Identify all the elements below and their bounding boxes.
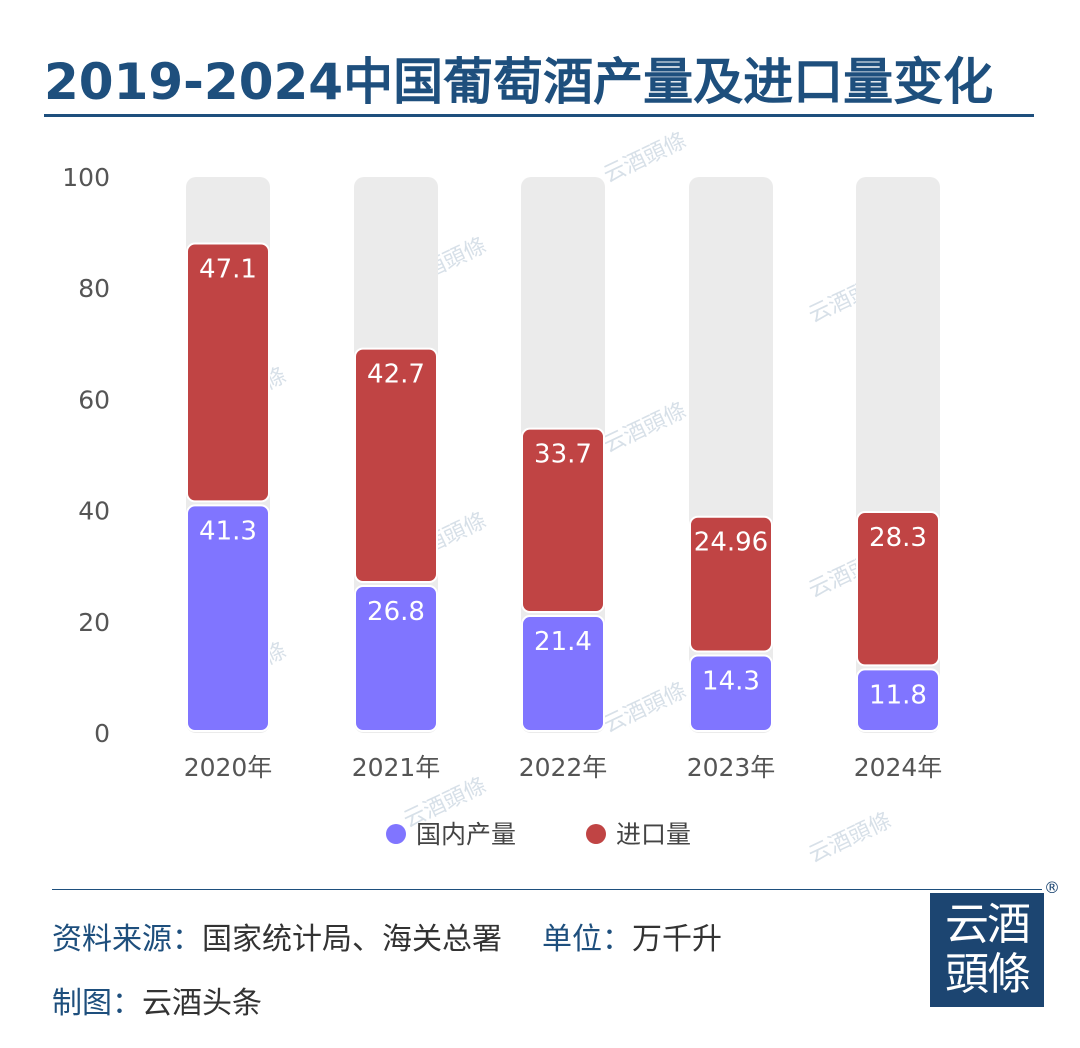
title-divider xyxy=(44,114,1034,117)
x-tick-label: 2024年 xyxy=(854,753,943,782)
stacked-bar-chart: 0 20 40 60 80 100 41.3 47.1 26.8 42.7 21.4 33.7 14.… xyxy=(62,163,943,849)
data-label: 33.7 xyxy=(534,440,592,470)
data-label: 14.3 xyxy=(702,666,760,696)
y-axis: 0 20 40 60 80 100 xyxy=(62,163,110,748)
page-title: 2019-2024中国葡萄酒产量及进口量变化 xyxy=(44,53,994,111)
x-tick-label: 2023年 xyxy=(687,753,776,782)
legend-marker-domestic xyxy=(386,824,406,844)
bar-domestic xyxy=(856,668,940,733)
data-label: 47.1 xyxy=(199,254,257,284)
bar-domestic xyxy=(521,615,605,732)
footer-divider xyxy=(52,889,1042,890)
maker-line: 制图：云酒头条 xyxy=(52,978,262,1022)
legend-marker-import xyxy=(586,824,606,844)
legend: 国内产量 进口量 xyxy=(386,820,691,849)
bar-domestic xyxy=(186,504,270,733)
data-label: 21.4 xyxy=(534,627,592,657)
unit-label: 单位： xyxy=(542,922,632,957)
bar-import xyxy=(521,427,605,614)
y-tick-label: 40 xyxy=(78,497,110,526)
y-tick-label: 20 xyxy=(78,608,110,637)
brand-logo: 云酒 頭條 xyxy=(930,893,1044,1007)
bar-import xyxy=(856,511,940,667)
bar-domestic xyxy=(689,654,773,733)
y-tick-label: 100 xyxy=(62,163,110,192)
y-tick-label: 60 xyxy=(78,385,110,414)
y-tick-label: 80 xyxy=(78,274,110,303)
legend-label: 进口量 xyxy=(616,820,691,849)
x-tick-label: 2022年 xyxy=(519,753,608,782)
unit-value: 万千升 xyxy=(632,922,722,957)
data-label: 11.8 xyxy=(869,680,927,710)
source-value: 国家统计局、海关总署 xyxy=(202,922,502,957)
logo-line2: 頭條 xyxy=(945,949,1031,1000)
data-label: 24.96 xyxy=(694,528,768,558)
data-label: 26.8 xyxy=(367,597,425,627)
maker-value: 云酒头条 xyxy=(142,986,262,1021)
bar-import xyxy=(689,515,773,653)
legend-label: 国内产量 xyxy=(416,820,516,849)
source-line: 资料来源：国家统计局、海关总署 单位：万千升 xyxy=(52,914,722,958)
bar-import xyxy=(354,347,438,583)
x-axis: 2020年 2021年 2022年 2023年 2024年 xyxy=(184,753,943,782)
x-tick-label: 2021年 xyxy=(352,753,441,782)
bars: 41.3 47.1 26.8 42.7 21.4 33.7 14.3 24.96 11.8 28.… xyxy=(186,177,940,733)
logo-line1: 云酒 xyxy=(945,899,1031,950)
data-label: 41.3 xyxy=(199,516,257,546)
data-label: 28.3 xyxy=(869,523,927,553)
y-tick-label: 0 xyxy=(94,719,110,748)
maker-label: 制图： xyxy=(52,986,142,1021)
registered-mark: ® xyxy=(1044,878,1060,897)
bar-domestic xyxy=(354,584,438,732)
bar-import xyxy=(186,242,270,503)
data-label: 42.7 xyxy=(367,360,425,390)
x-tick-label: 2020年 xyxy=(184,753,273,782)
source-label: 资料来源： xyxy=(52,922,202,957)
